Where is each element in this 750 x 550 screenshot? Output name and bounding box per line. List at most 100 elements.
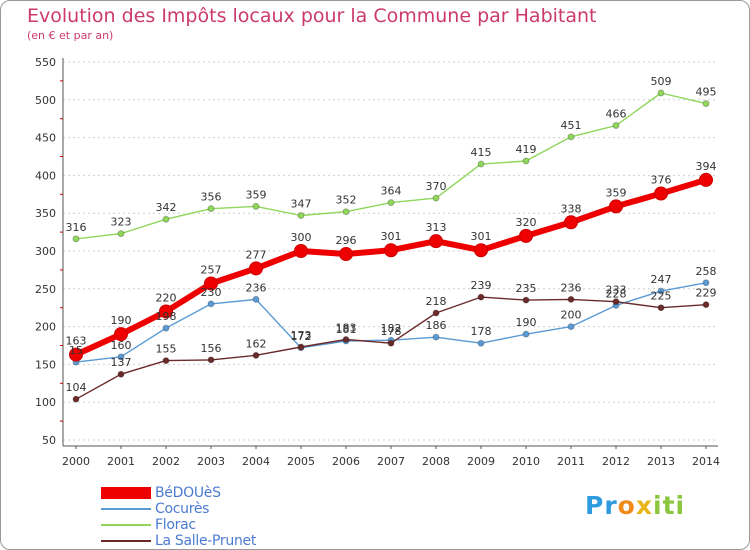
y-tick-label: 450 — [35, 132, 56, 145]
y-tick-label: 100 — [35, 396, 56, 409]
data-label-florac: 509 — [651, 75, 672, 88]
data-point-la-salle-prunet — [387, 339, 395, 347]
data-point-la-salle-prunet — [162, 357, 170, 365]
x-tick-label: 2006 — [332, 455, 360, 468]
data-label-florac: 342 — [156, 201, 177, 214]
data-point-la-salle-prunet — [432, 309, 440, 317]
data-label-bedoues: 257 — [201, 264, 222, 277]
data-label-cocures: 190 — [516, 316, 537, 329]
data-point-bedoues — [384, 243, 398, 258]
data-label-florac: 466 — [606, 108, 627, 121]
data-point-la-salle-prunet — [117, 370, 125, 378]
data-point-la-salle-prunet — [297, 343, 305, 351]
data-label-cocures: 236 — [246, 281, 267, 294]
data-point-la-salle-prunet — [522, 296, 530, 304]
data-point-florac — [657, 89, 665, 97]
data-point-cocures — [657, 287, 665, 295]
data-label-bedoues: 190 — [111, 314, 132, 327]
data-label-florac: 495 — [696, 86, 717, 99]
data-point-florac — [72, 235, 80, 243]
data-point-cocures — [477, 339, 485, 347]
y-tick-label: 400 — [35, 169, 56, 182]
data-label-cocures: 181 — [336, 323, 357, 336]
data-label-bedoues: 301 — [381, 230, 402, 243]
data-label-cocures: 230 — [201, 286, 222, 299]
x-tick-label: 2008 — [422, 455, 450, 468]
data-point-bedoues — [519, 228, 533, 243]
data-label-cocures: 15 — [69, 344, 83, 357]
logo-letter: r — [604, 491, 618, 520]
data-point-florac — [252, 202, 260, 210]
logo-letter: i — [653, 491, 663, 520]
data-label-la-salle-prunet: 218 — [426, 295, 447, 308]
data-label-cocures: 200 — [561, 309, 582, 322]
y-tick-label: 150 — [35, 358, 56, 371]
data-point-florac — [117, 230, 125, 238]
data-label-la-salle-prunet: 137 — [111, 356, 132, 369]
data-label-florac: 347 — [291, 197, 312, 210]
data-point-bedoues — [609, 199, 623, 214]
data-point-la-salle-prunet — [612, 298, 620, 306]
data-point-la-salle-prunet — [702, 301, 710, 309]
data-point-la-salle-prunet — [342, 335, 350, 343]
y-tick-label: 350 — [35, 207, 56, 220]
data-label-cocures: 172 — [291, 330, 312, 343]
y-tick-label: 500 — [35, 94, 56, 107]
data-label-la-salle-prunet: 162 — [246, 337, 267, 350]
data-label-bedoues: 338 — [561, 202, 582, 215]
data-point-florac — [162, 215, 170, 223]
data-label-cocures: 198 — [156, 310, 177, 323]
data-point-bedoues — [249, 261, 263, 276]
y-tick-label: 50 — [42, 434, 56, 447]
data-point-la-salle-prunet — [477, 293, 485, 301]
data-point-la-salle-prunet — [567, 295, 575, 303]
data-point-florac — [387, 199, 395, 207]
data-point-florac — [297, 211, 305, 219]
data-label-la-salle-prunet: 155 — [156, 343, 177, 356]
data-point-florac — [207, 205, 215, 213]
data-label-cocures: 186 — [426, 319, 447, 332]
data-point-la-salle-prunet — [252, 351, 260, 359]
x-tick-label: 2010 — [512, 455, 540, 468]
data-point-florac — [342, 208, 350, 216]
data-point-florac — [432, 194, 440, 202]
data-point-la-salle-prunet — [207, 356, 215, 364]
x-tick-label: 2005 — [287, 455, 315, 468]
data-point-bedoues — [159, 304, 173, 319]
data-point-bedoues — [339, 247, 353, 262]
data-label-bedoues: 277 — [246, 248, 267, 261]
data-label-cocures: 228 — [606, 287, 627, 300]
data-point-cocures — [567, 323, 575, 331]
chart-title: Evolution des Impôts locaux pour la Comm… — [27, 5, 597, 27]
data-point-la-salle-prunet — [657, 304, 665, 312]
data-point-cocures — [252, 295, 260, 303]
data-label-la-salle-prunet: 235 — [516, 282, 537, 295]
data-label-florac: 415 — [471, 146, 492, 159]
logo-letter: x — [635, 491, 653, 520]
data-point-bedoues — [564, 215, 578, 230]
data-point-florac — [702, 100, 710, 108]
x-tick-label: 2007 — [377, 455, 405, 468]
data-label-bedoues: 220 — [156, 291, 177, 304]
data-label-la-salle-prunet: 233 — [606, 284, 627, 297]
data-point-cocures — [702, 279, 710, 287]
data-label-bedoues: 300 — [291, 231, 312, 244]
data-label-florac: 419 — [516, 143, 537, 156]
x-tick-label: 2002 — [152, 455, 180, 468]
data-point-bedoues — [294, 244, 308, 258]
data-label-florac: 316 — [66, 221, 87, 234]
data-label-bedoues: 313 — [426, 221, 447, 234]
y-tick-label: 250 — [35, 283, 56, 296]
data-point-la-salle-prunet — [72, 395, 80, 403]
data-point-bedoues — [699, 172, 713, 187]
data-point-bedoues — [114, 327, 128, 342]
data-point-cocures — [522, 330, 530, 338]
legend-label: Cocurès — [155, 501, 210, 517]
logo-letter: P — [585, 491, 605, 520]
data-label-florac: 359 — [246, 188, 267, 201]
logo-letter: i — [675, 491, 686, 520]
data-label-florac: 451 — [561, 119, 582, 132]
data-label-la-salle-prunet: 239 — [471, 279, 492, 292]
